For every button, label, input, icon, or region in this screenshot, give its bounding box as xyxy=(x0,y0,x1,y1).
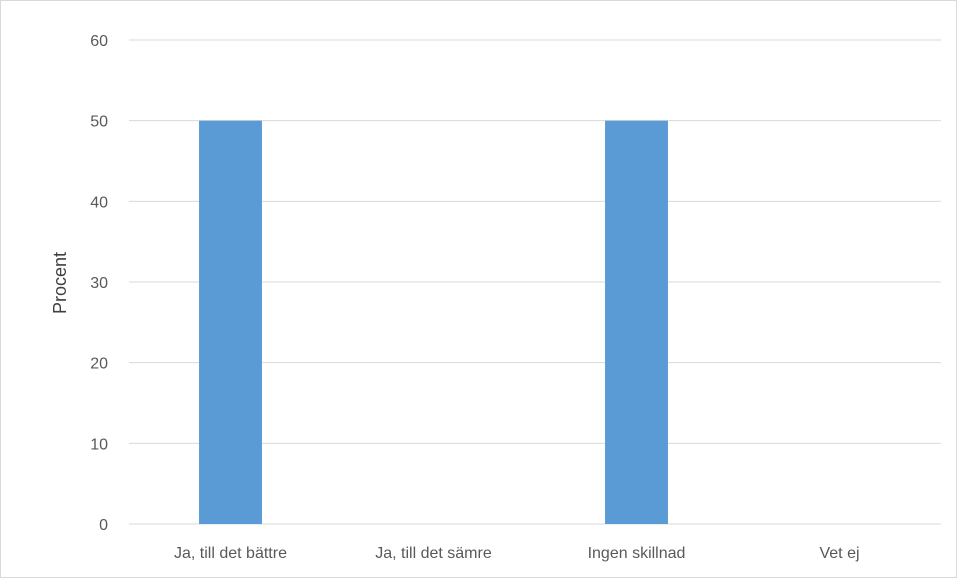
y-tick-label: 20 xyxy=(90,356,108,373)
gridlines xyxy=(129,39,941,525)
y-tick-label: 50 xyxy=(90,114,108,131)
y-tick-label: 30 xyxy=(90,275,108,292)
bars xyxy=(199,120,668,525)
x-tick-labels: Ja, till det bättre Ja, till det sämre Ing… xyxy=(174,545,859,562)
y-tick-label: 40 xyxy=(90,194,108,211)
y-axis-title: Procent xyxy=(50,252,70,314)
bar-0 xyxy=(199,120,262,525)
x-tick-label: Ja, till det bättre xyxy=(174,545,287,562)
x-tick-label: Vet ej xyxy=(819,545,859,562)
x-tick-label: Ja, till det sämre xyxy=(375,545,492,562)
y-tick-label: 60 xyxy=(90,33,108,50)
y-tick-label: 10 xyxy=(90,436,108,453)
bar-2 xyxy=(605,120,668,525)
x-tick-label: Ingen skillnad xyxy=(588,545,686,562)
y-tick-label: 0 xyxy=(99,517,108,534)
y-tick-labels: 0 10 20 30 40 50 60 xyxy=(90,33,108,534)
